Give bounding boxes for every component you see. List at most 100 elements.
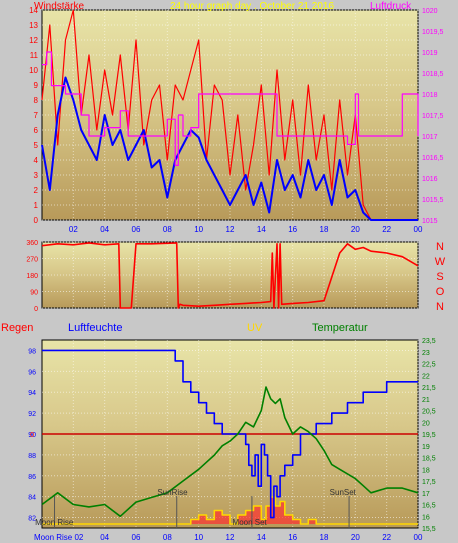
y-right-tick-label: 21,5 (422, 385, 436, 392)
y-right-tick-label: 21 (422, 397, 430, 404)
climate-annotations: Moon Rise SunRise Moon Set SunSet (35, 488, 357, 528)
y-tick-label: 90 (30, 290, 38, 297)
y-right-tick-label: 1015 (422, 218, 438, 225)
wind-left-label: Windstärke (34, 1, 84, 12)
wind-chart-title: 24 hour graph day . October 21 2016 (170, 1, 334, 12)
y-left-tick-label: 14 (29, 6, 38, 15)
y-right-tick-label: 18 (422, 467, 430, 474)
y-right-tick-label: 1017,5 (422, 113, 444, 120)
y-tick-label: 180 (26, 273, 38, 280)
y-right-tick-label: 23 (422, 350, 430, 357)
x-tick-label: 12 (226, 225, 235, 234)
x-tick-label: 22 (382, 533, 391, 542)
y-tick-label: 270 (26, 257, 38, 264)
temperature-label: Temperatur (312, 322, 368, 334)
compass-label: O (436, 286, 445, 298)
annotation-label: Moon Rise (35, 518, 74, 527)
y-right-tick-label: 18,5 (422, 456, 436, 463)
x-tick-label: 10 (194, 533, 203, 542)
wind-direction-ticks: 0 90 180 270 360 (26, 240, 38, 313)
x-tick-label: 18 (320, 533, 329, 542)
x-tick-label: 04 (100, 533, 109, 542)
series-line (41, 386, 419, 518)
y-right-tick-label: 17,5 (422, 479, 436, 486)
y-left-tick-label: 7 (34, 111, 39, 120)
x-tick-label: 08 (163, 533, 172, 542)
y-left-tick-label: 86 (28, 474, 36, 481)
wind-direction-grid (42, 241, 419, 309)
y-right-tick-label: 22,5 (422, 362, 436, 369)
y-right-tick-label: 1018,5 (422, 71, 444, 78)
x-tick-label: 06 (132, 225, 141, 234)
y-left-tick-label: 82 (28, 516, 36, 523)
climate-series (41, 349, 419, 525)
y-left-tick-label: 98 (28, 348, 36, 355)
y-right-tick-label: 1015,5 (422, 197, 444, 204)
y-left-tick-label: 96 (28, 369, 36, 376)
y-left-tick-label: 12 (29, 36, 38, 45)
humidity-label: Luftfeuchte (68, 322, 122, 334)
y-right-tick-label: 17 (422, 491, 430, 498)
compass-label: N (436, 301, 444, 313)
y-right-tick-label: 15,5 (422, 526, 436, 533)
x-tick-label: 02 (69, 225, 78, 234)
y-left-tick-label: 2 (34, 186, 39, 195)
x-tick-label: 08 (163, 225, 172, 234)
x-tick-label: 04 (100, 225, 109, 234)
y-right-tick-label: 1019,5 (422, 29, 444, 36)
series-line (41, 242, 419, 309)
climate-ticks: 82 84 86 88 90 92 94 96 98 15,5 16 16,5 17 17,5 18 18,5… (28, 338, 436, 542)
y-left-tick-label: 94 (28, 390, 36, 397)
y-left-tick-label: 92 (28, 411, 36, 418)
series-line (42, 349, 418, 519)
y-left-tick-label: 0 (34, 216, 39, 225)
wind-pressure-series (41, 9, 419, 221)
y-right-tick-label: 20,5 (422, 409, 436, 416)
y-left-tick-label: 11 (30, 51, 39, 60)
uv-line (42, 496, 418, 525)
y-left-tick-label: 8 (34, 96, 39, 105)
rain-zero-label: 0 (30, 432, 34, 439)
y-left-tick-label: 84 (28, 495, 36, 502)
annotation-label: Moon Set (233, 518, 268, 527)
x-tick-label: 18 (320, 225, 329, 234)
x-tick-label: Moon Rise 02 (34, 533, 84, 542)
compass-label: S (436, 271, 443, 283)
y-right-tick-label: 1018 (422, 92, 438, 99)
y-right-tick-label: 1020 (422, 8, 438, 15)
x-tick-label: 14 (257, 533, 266, 542)
y-right-tick-label: 16 (422, 514, 430, 521)
compass-label: W (435, 256, 446, 268)
y-left-tick-label: 5 (34, 141, 39, 150)
series-line (41, 76, 418, 221)
wind-pressure-ticks: 0123456789101112131410151015,510161016,5… (29, 6, 443, 234)
y-tick-label: 0 (34, 306, 38, 313)
y-left-tick-label: 3 (34, 171, 39, 180)
x-tick-label: 16 (288, 533, 297, 542)
y-right-tick-label: 19 (422, 444, 430, 451)
y-left-tick-label: 9 (34, 81, 39, 90)
y-left-tick-label: 4 (34, 156, 39, 165)
y-left-tick-label: 6 (34, 126, 39, 135)
y-left-tick-label: 88 (28, 453, 36, 460)
x-tick-label: 22 (382, 225, 391, 234)
uv-label: UV (247, 322, 263, 334)
x-tick-label: 10 (194, 225, 203, 234)
y-left-tick-label: 90 (28, 432, 36, 439)
y-right-tick-label: 22 (422, 373, 430, 380)
y-right-tick-label: 23,5 (422, 338, 436, 345)
pressure-right-label: Luftdruck (370, 1, 412, 12)
x-tick-label: 00 (414, 533, 423, 542)
y-left-tick-label: 10 (29, 66, 38, 75)
y-right-tick-label: 1016 (422, 176, 438, 183)
x-tick-label: 16 (288, 225, 297, 234)
x-tick-label: 20 (351, 225, 360, 234)
x-tick-label: 14 (257, 225, 266, 234)
y-right-tick-label: 19,5 (422, 432, 436, 439)
x-tick-label: 06 (132, 533, 141, 542)
x-tick-label: 00 (414, 225, 423, 234)
y-left-tick-label: 1 (34, 201, 39, 210)
y-left-tick-label: 13 (29, 21, 38, 30)
